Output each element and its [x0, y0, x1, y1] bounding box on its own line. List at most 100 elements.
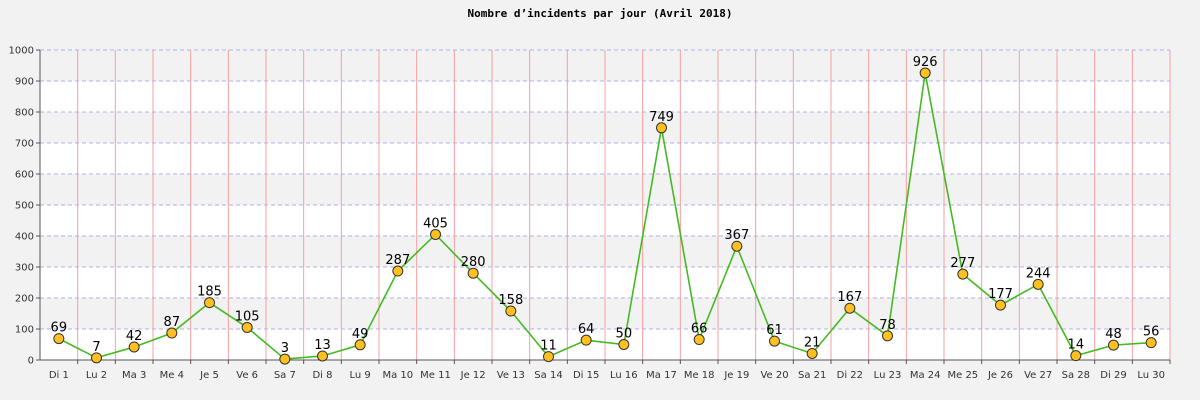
- data-point: [543, 351, 554, 363]
- data-point: [1032, 278, 1044, 290]
- data-label: 78: [879, 318, 896, 333]
- series-incidents: [58, 72, 1152, 360]
- data-label: 167: [837, 290, 862, 305]
- data-point: [580, 334, 592, 346]
- data-point: [91, 352, 102, 364]
- chart-title: Nombre d’incidents par jour (Avril 2018): [468, 7, 733, 20]
- data-point: [806, 347, 818, 359]
- x-axis-ticks: Di 1 Lu 2 Ma 3 Me 4 Je 5 Ve 6 Sa 7 Di 8 Lu 9 Ma 1…: [49, 360, 1171, 381]
- y-tick-label: 600: [15, 170, 34, 181]
- y-tick-label: 900: [15, 77, 34, 88]
- data-labels: 69 7 42 87 185 105 3 13 49 287 405 280 158 11 64 50 749 6…: [51, 55, 1160, 356]
- data-label: 50: [616, 327, 633, 342]
- y-tick-label: 500: [15, 201, 34, 212]
- data-label: 158: [498, 293, 523, 308]
- y-tick-label: 800: [15, 108, 34, 119]
- data-point: [317, 350, 328, 362]
- x-tick-label: Ma 3: [122, 370, 146, 381]
- x-tick-label: Ma 24: [910, 370, 941, 381]
- data-label: 749: [649, 110, 674, 125]
- data-label: 87: [164, 315, 181, 330]
- data-label: 61: [766, 323, 783, 338]
- data-point: [430, 228, 441, 240]
- data-label: 277: [950, 256, 975, 271]
- x-tick-label: Je 5: [199, 370, 219, 381]
- data-markers: [53, 67, 1157, 365]
- data-label: 13: [314, 338, 331, 353]
- data-label: 3: [281, 341, 289, 356]
- y-tick-label: 200: [15, 294, 34, 305]
- y-tick-label: 300: [15, 263, 34, 274]
- x-tick-label: Je 19: [723, 370, 749, 381]
- data-point: [618, 339, 630, 350]
- data-point: [1108, 339, 1119, 351]
- data-point: [656, 122, 667, 134]
- data-point: [53, 333, 65, 345]
- data-point: [279, 353, 291, 365]
- x-tick-label: Me 25: [947, 370, 978, 381]
- data-point: [1145, 337, 1157, 349]
- x-tick-label: Di 1: [49, 370, 69, 381]
- y-tick-label: 0: [28, 356, 34, 367]
- x-tick-label: Ma 17: [646, 370, 677, 381]
- x-tick-label: Di 8: [312, 370, 332, 381]
- x-tick-label: Me 4: [160, 370, 184, 381]
- x-tick-label: Ve 20: [760, 370, 788, 381]
- x-tick-label: Lu 23: [874, 370, 902, 381]
- vertical-grid: [77, 50, 1171, 360]
- x-tick-label: Ma 10: [382, 370, 413, 381]
- x-tick-label: Me 18: [684, 370, 715, 381]
- data-point: [204, 297, 215, 309]
- data-label: 64: [578, 322, 595, 337]
- data-label: 7: [92, 340, 100, 355]
- y-tick-label: 1000: [9, 46, 34, 57]
- data-point: [505, 305, 517, 317]
- data-label: 66: [691, 322, 708, 337]
- data-point: [919, 67, 931, 79]
- data-point: [731, 240, 743, 252]
- data-point: [392, 265, 404, 277]
- x-tick-label: Lu 16: [610, 370, 638, 381]
- x-tick-label: Me 11: [420, 370, 451, 381]
- data-label: 287: [385, 253, 410, 268]
- x-tick-label: Di 29: [1100, 370, 1126, 381]
- y-tick-label: 700: [15, 139, 34, 150]
- series-line: [58, 72, 1152, 360]
- data-point: [995, 299, 1006, 311]
- data-label: 56: [1143, 325, 1160, 340]
- data-label: 926: [913, 55, 938, 70]
- data-label: 367: [724, 228, 749, 243]
- x-tick-label: Lu 2: [86, 370, 107, 381]
- data-label: 42: [126, 329, 143, 344]
- data-label: 244: [1026, 266, 1051, 281]
- y-axis-ticks: 0 100 200 300 400 500 600 700 800 900 1000: [9, 46, 40, 367]
- x-tick-label: Sa 21: [798, 370, 826, 381]
- data-label: 11: [540, 339, 557, 354]
- data-label: 280: [461, 255, 486, 270]
- data-point: [241, 321, 253, 333]
- x-tick-label: Di 22: [837, 370, 863, 381]
- data-label: 48: [1105, 327, 1122, 342]
- data-label: 177: [988, 287, 1013, 302]
- x-tick-label: Ve 6: [236, 370, 258, 381]
- data-point: [882, 330, 893, 342]
- data-label: 14: [1068, 338, 1085, 353]
- data-point: [1070, 350, 1082, 362]
- x-tick-label: Sa 7: [274, 370, 296, 381]
- y-tick-label: 400: [15, 232, 34, 243]
- data-label: 405: [423, 216, 448, 231]
- data-point: [844, 302, 856, 314]
- data-point: [128, 341, 140, 353]
- data-label: 185: [197, 285, 222, 300]
- data-point: [769, 335, 780, 347]
- x-tick-label: Lu 30: [1137, 370, 1165, 381]
- x-tick-label: Ve 13: [497, 370, 525, 381]
- x-tick-label: Je 26: [987, 370, 1013, 381]
- data-point: [166, 327, 178, 339]
- data-label: 69: [51, 321, 68, 336]
- x-tick-label: Lu 9: [350, 370, 371, 381]
- data-point: [467, 267, 479, 279]
- x-tick-label: Di 15: [573, 370, 599, 381]
- x-tick-label: Sa 28: [1062, 370, 1090, 381]
